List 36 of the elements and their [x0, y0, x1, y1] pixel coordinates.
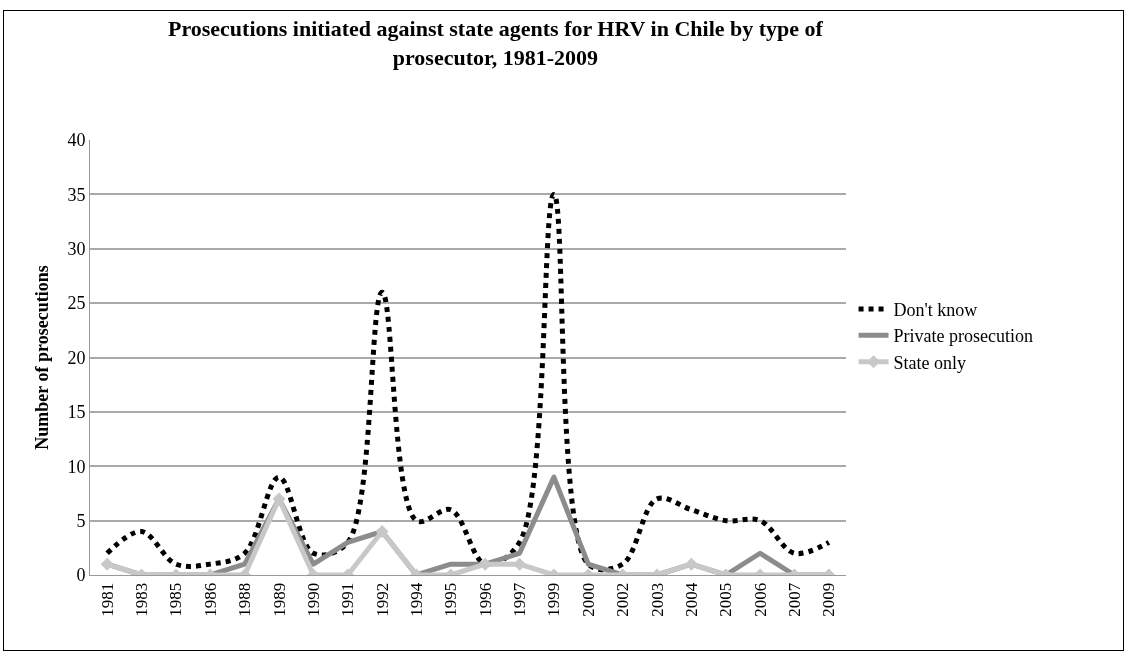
y-tick-label: 35 — [67, 184, 86, 205]
x-tick-label: 2004 — [681, 582, 701, 617]
y-tick-label: 25 — [67, 293, 86, 314]
y-tick-label: 0 — [76, 565, 86, 586]
y-tick-label: 30 — [67, 239, 86, 260]
x-tick-label: 1991 — [338, 582, 358, 617]
x-tick-label: 1994 — [406, 582, 426, 617]
y-tick-label: 5 — [76, 510, 86, 531]
x-tick-label: 1995 — [441, 582, 461, 617]
x-tick-label: 2002 — [613, 582, 633, 617]
x-tick-label: 1997 — [510, 582, 530, 617]
x-tick-label: 1983 — [132, 582, 152, 617]
x-tick-label: 1992 — [372, 582, 392, 617]
legend-label: Private prosecution — [893, 326, 1034, 347]
legend-label: Don't know — [893, 299, 978, 320]
x-tick-label: 2007 — [784, 582, 804, 617]
y-tick-label: 40 — [67, 130, 86, 151]
x-tick-label: 1996 — [475, 582, 495, 617]
x-tick-label: 2000 — [578, 582, 598, 617]
x-tick-label: 1999 — [544, 582, 564, 617]
x-tick-label: 1981 — [97, 582, 117, 617]
x-tick-label: 1990 — [303, 582, 323, 617]
x-tick-label: 2009 — [819, 582, 839, 617]
x-tick-label: 1989 — [269, 582, 289, 617]
x-tick-label: 1986 — [200, 582, 220, 617]
chart-title: Prosecutions initiated against state agents for HRV in Chile by type of prosecutor, 1981-2009 — [167, 15, 824, 70]
x-tick-label: 2006 — [750, 582, 770, 617]
y-tick-label: 10 — [67, 456, 86, 477]
y-tick-label: 15 — [67, 402, 86, 423]
x-tick-label: 1988 — [235, 582, 255, 617]
x-tick-label: 1985 — [166, 582, 186, 617]
x-tick-label: 2003 — [647, 582, 667, 617]
legend-label: State only — [893, 352, 967, 373]
x-tick-label: 2005 — [716, 582, 736, 617]
y-axis-title: Number of prosecutions — [31, 265, 52, 450]
y-tick-label: 20 — [67, 347, 86, 368]
